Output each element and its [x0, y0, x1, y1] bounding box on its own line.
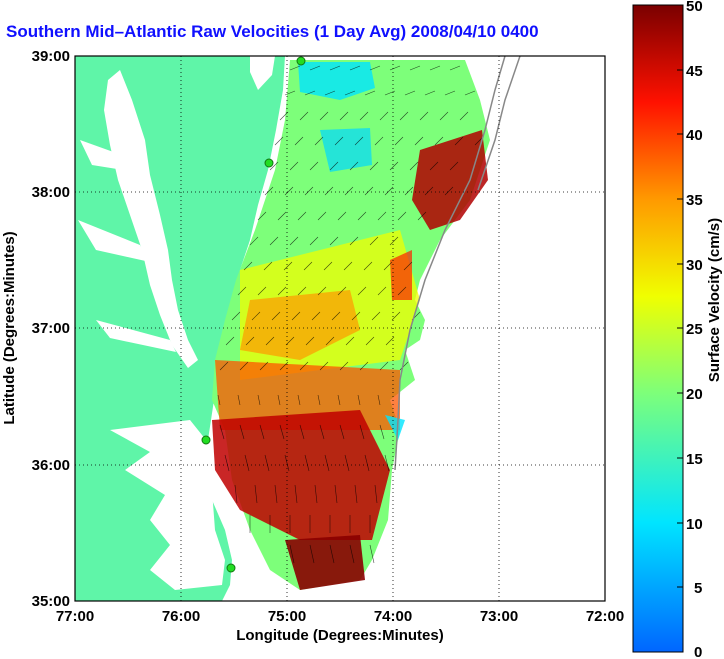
x-axis: 77:00 76:00 75:00 74:00 73:00 72:00 Long… — [56, 608, 624, 644]
station-marker — [264, 158, 274, 168]
grid — [75, 56, 605, 601]
station-marker — [226, 563, 236, 573]
colorbar-tick: 5 — [694, 580, 702, 597]
x-tick: 77:00 — [56, 608, 94, 625]
x-tick: 72:00 — [586, 608, 624, 625]
colorbar-tick: 15 — [686, 451, 703, 468]
x-tick: 74:00 — [374, 608, 412, 625]
y-axis-label: Latitude (Degrees:Minutes) — [1, 231, 18, 424]
pamlico-sound — [110, 420, 225, 590]
y-tick: 39:00 — [32, 48, 70, 65]
x-tick: 75:00 — [268, 608, 306, 625]
colorbar-tick: 30 — [686, 257, 703, 274]
map-title: Southern Mid–Atlantic Raw Velocities (1 … — [6, 22, 539, 41]
colorbar-tick: 35 — [686, 192, 703, 209]
station-markers — [201, 56, 306, 573]
x-axis-label: Longitude (Degrees:Minutes) — [236, 627, 444, 644]
y-axis: 39:00 38:00 37:00 36:00 35:00 Latitude (… — [1, 48, 70, 610]
x-tick: 73:00 — [480, 608, 518, 625]
colorbar-tick: 50 — [686, 0, 703, 15]
station-marker — [201, 435, 211, 445]
colorbar-tick: 10 — [686, 516, 703, 533]
shelf-contour — [394, 56, 506, 471]
chesapeake-bay — [104, 70, 198, 368]
x-tick: 76:00 — [162, 608, 200, 625]
colorbar-tick: 25 — [686, 321, 703, 338]
colorbar-tick: 0 — [694, 644, 702, 659]
colorbar-tick: 20 — [686, 386, 703, 403]
colorbar-label: Surface Velocity (cm/s) — [706, 218, 723, 382]
y-tick: 35:00 — [32, 593, 70, 610]
colorbar: 50 45 40 35 30 25 20 15 10 5 0 Surface V… — [632, 0, 723, 659]
colorbar-tick: 45 — [686, 63, 703, 80]
velocity-field — [212, 60, 490, 590]
colorbar-tick: 40 — [686, 127, 703, 144]
station-marker — [296, 56, 306, 66]
y-tick: 37:00 — [32, 320, 70, 337]
y-tick: 36:00 — [32, 457, 70, 474]
y-tick: 38:00 — [32, 184, 70, 201]
